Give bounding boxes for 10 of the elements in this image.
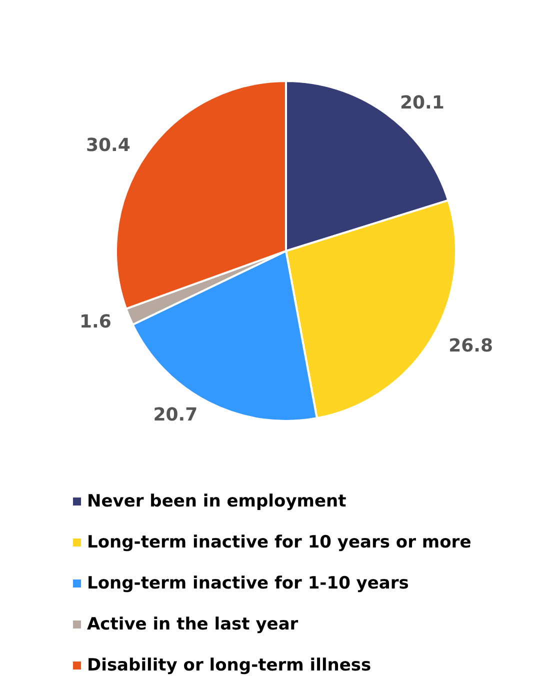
data-label: 30.4 — [86, 134, 130, 156]
legend-label: Never been in employment — [87, 492, 346, 512]
data-label: 20.7 — [153, 404, 198, 426]
legend-label: Long-term inactive for 1-10 years — [87, 574, 409, 594]
data-label: 1.6 — [79, 312, 112, 333]
data-label: 26.8 — [448, 336, 493, 356]
legend-label: Active in the last year — [87, 614, 299, 634]
data-label: 20.1 — [400, 92, 444, 114]
legend-label: Disability or long-term illness — [87, 656, 372, 676]
legend-label: Long-term inactive for 10 years or more — [87, 532, 472, 552]
